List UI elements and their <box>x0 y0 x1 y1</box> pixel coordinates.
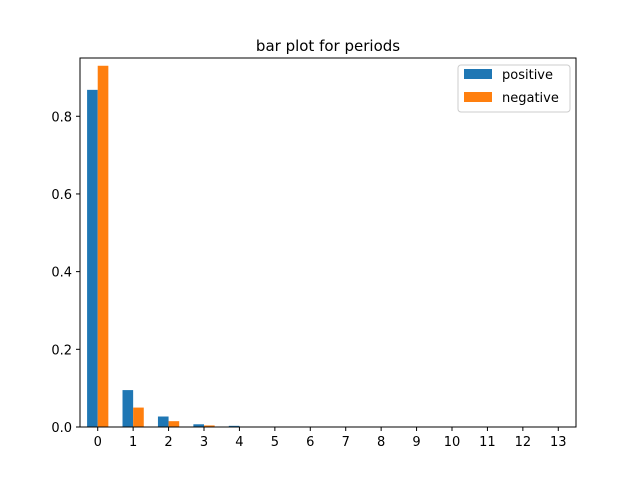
x-tick-label: 6 <box>306 435 314 450</box>
x-tick-label: 7 <box>342 435 350 450</box>
bar-negative-2 <box>169 421 180 427</box>
chart-title: bar plot for periods <box>256 37 400 55</box>
bar-negative-1 <box>133 408 144 427</box>
bar-positive-2 <box>158 417 169 427</box>
bar-positive-1 <box>123 390 134 427</box>
bars-group <box>87 66 250 427</box>
legend-label-positive: positive <box>502 68 553 83</box>
y-axis: 0.0 0.2 0.4 0.6 0.8 <box>51 110 80 436</box>
x-tick-label: 9 <box>412 435 420 450</box>
legend-swatch-positive <box>464 69 492 79</box>
x-tick-label: 3 <box>200 435 208 450</box>
y-tick-label: 0.8 <box>51 110 72 125</box>
y-tick-label: 0.0 <box>51 421 72 436</box>
x-tick-label: 12 <box>515 435 532 450</box>
legend-label-negative: negative <box>502 91 559 106</box>
x-tick-label: 5 <box>271 435 279 450</box>
legend-swatch-negative <box>464 92 492 102</box>
y-tick-label: 0.2 <box>51 343 72 358</box>
y-tick-label: 0.4 <box>51 266 72 281</box>
plot-area-frame <box>80 58 576 427</box>
x-tick-label: 13 <box>550 435 567 450</box>
x-tick-label: 2 <box>164 435 172 450</box>
x-tick-label: 8 <box>377 435 385 450</box>
x-tick-label: 4 <box>235 435 243 450</box>
x-tick-label: 1 <box>129 435 137 450</box>
y-tick-label: 0.6 <box>51 188 72 203</box>
legend: positive negative <box>458 65 570 112</box>
x-tick-label: 0 <box>94 435 102 450</box>
bar-negative-0 <box>98 66 109 427</box>
x-tick-label: 10 <box>444 435 461 450</box>
bar-positive-0 <box>87 90 98 427</box>
x-tick-label: 11 <box>479 435 496 450</box>
